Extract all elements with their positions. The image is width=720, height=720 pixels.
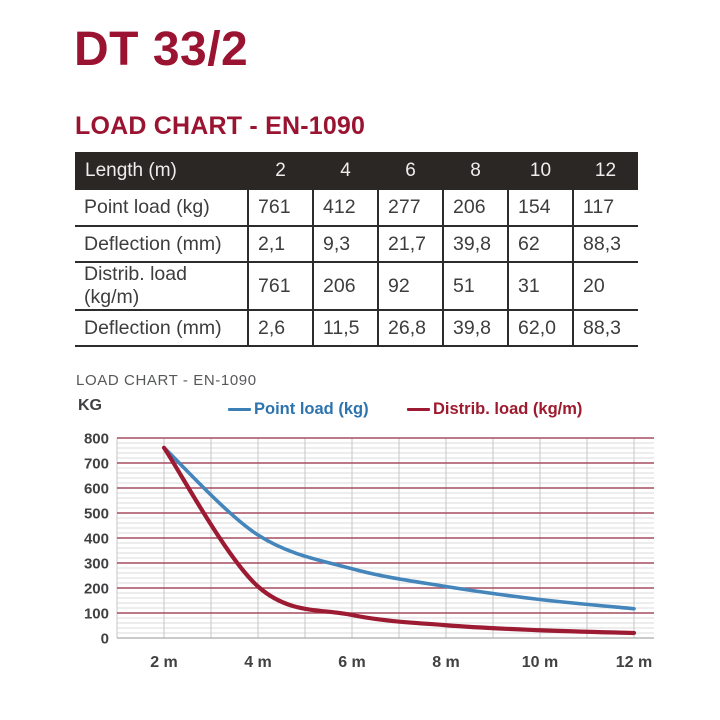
y-tick-label: 400 [84,531,109,548]
table-cell: 31 [507,262,573,311]
table-cell: 39,8 [442,226,508,263]
header-col-2: 2 [248,152,313,190]
table-cell: 2,6 [247,310,313,347]
x-tick-label: 6 m [338,654,366,671]
row-label: Point load (kg) [75,190,248,227]
y-tick-label: 200 [84,581,109,598]
table-cell: 154 [507,190,573,227]
distrib-load-line-swatch-icon [407,407,430,412]
table-row: Point load (kg) 761 412 277 206 154 117 [75,190,638,227]
table-cell: 206 [442,190,508,227]
y-tick-label: 0 [101,631,109,648]
page-title: DT 33/2 [74,23,249,76]
legend-item-point-load: Point load (kg) [228,400,369,419]
table-row: Deflection (mm) 2,6 11,5 26,8 39,8 62,0 88,3 [75,310,638,347]
table-cell: 11,5 [312,310,378,347]
table-cell: 20 [572,262,638,311]
chart-title: LOAD CHART - EN-1090 [76,372,257,389]
header-col-10: 10 [508,152,573,190]
table-cell: 62,0 [507,310,573,347]
table-cell: 206 [312,262,378,311]
table-header-row: Length (m) 2 4 6 8 10 12 [75,152,638,190]
section-heading: LOAD CHART - EN-1090 [75,112,366,140]
table-cell: 9,3 [312,226,378,263]
minor-gridlines [117,442,654,634]
row-label: Deflection (mm) [75,310,248,347]
row-label: Deflection (mm) [75,226,248,263]
point-load-line [162,445,636,611]
y-tick-label: 800 [84,431,109,448]
x-axis-tick-labels: 2 m 4 m 6 m 8 m 10 m 12 m [150,654,652,671]
y-tick-label: 700 [84,456,109,473]
y-tick-label: 300 [84,556,109,573]
table-cell: 277 [377,190,443,227]
load-table: Length (m) 2 4 6 8 10 12 Point load (kg) 761 41… [75,152,638,347]
load-table-body: Point load (kg) 761 412 277 206 154 117 Deflect… [75,190,638,347]
table-cell: 26,8 [377,310,443,347]
major-gridlines [117,437,654,614]
header-col-8: 8 [443,152,508,190]
table-cell: 117 [572,190,638,227]
header-col-12: 12 [573,152,638,190]
legend-label: Point load (kg) [254,400,369,418]
x-tick-label: 4 m [244,654,272,671]
distrib-load-line [161,445,637,636]
header-col-6: 6 [378,152,443,190]
point-load-line-swatch-icon [228,407,251,412]
table-row: Deflection (mm) 2,1 9,3 21,7 39,8 62 88,3 [75,226,638,263]
x-tick-label: 2 m [150,654,178,671]
table-cell: 92 [377,262,443,311]
table-cell: 88,3 [572,310,638,347]
legend-item-distrib-load: Distrib. load (kg/m) [407,400,582,419]
y-tick-label: 100 [84,606,109,623]
table-cell: 21,7 [377,226,443,263]
x-tick-label: 8 m [432,654,460,671]
legend-label: Distrib. load (kg/m) [433,400,583,418]
header-col-4: 4 [313,152,378,190]
y-axis-title: KG [78,397,102,414]
y-tick-label: 600 [84,481,109,498]
load-chart-plot: 0 100 200 300 400 500 600 700 800 2 m 4 m 6 m 8 m 10 … [84,431,654,671]
x-tick-label: 12 m [616,654,652,671]
load-table-header: Length (m) 2 4 6 8 10 12 [75,152,638,190]
table-cell: 761 [247,190,313,227]
row-label: Distrib. load (kg/m) [75,262,248,311]
table-cell: 62 [507,226,573,263]
table-cell: 51 [442,262,508,311]
table-cell: 88,3 [572,226,638,263]
table-cell: 761 [247,262,313,311]
table-cell: 39,8 [442,310,508,347]
table-row: Distrib. load (kg/m) 761 206 92 51 31 20 [75,262,638,311]
y-axis-tick-labels: 0 100 200 300 400 500 600 700 800 [84,431,109,648]
y-tick-label: 500 [84,506,109,523]
table-cell: 2,1 [247,226,313,263]
header-length-label: Length (m) [75,152,248,190]
table-cell: 412 [312,190,378,227]
x-tick-label: 10 m [522,654,558,671]
